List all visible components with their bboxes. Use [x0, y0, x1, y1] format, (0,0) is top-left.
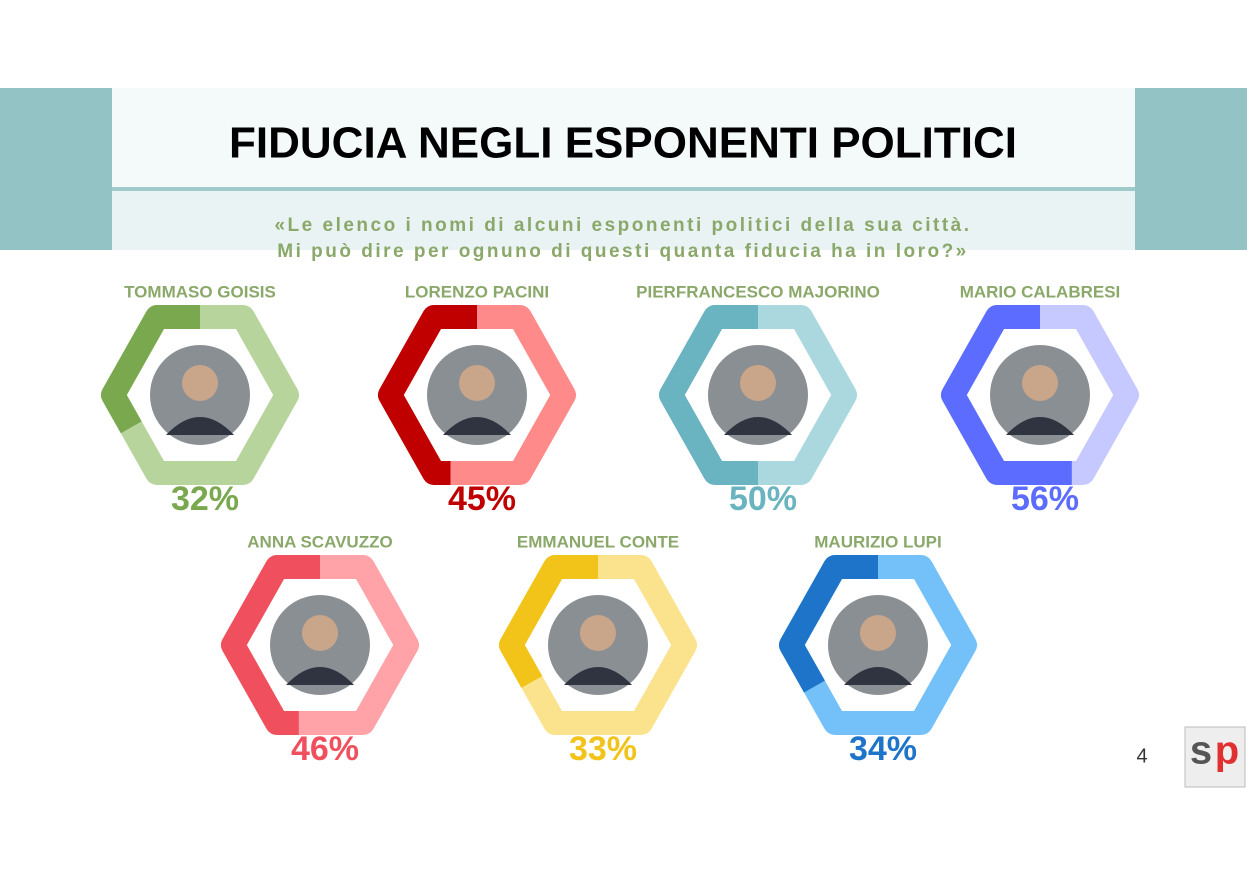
logo-box — [1184, 726, 1246, 788]
ring-value — [499, 555, 697, 735]
person-name: PIERFRANCESCO MAJORINO — [636, 282, 880, 301]
header-side — [1135, 88, 1247, 250]
person-name: ANNA SCAVUZZO — [247, 532, 392, 551]
header-side — [0, 88, 112, 250]
subtitle: «Le elenco i nomi di alcuni esponenti po… — [274, 215, 971, 236]
photo-head — [860, 615, 896, 651]
photo-body — [724, 417, 792, 435]
ring-value — [659, 305, 857, 485]
photo-head — [580, 615, 616, 651]
person-name: TOMMASO GOISIS — [124, 282, 276, 301]
percent-label: 45% — [448, 480, 516, 518]
photo-body — [844, 667, 912, 685]
person-name: EMMANUEL CONTE — [517, 532, 679, 551]
person-name: MAURIZIO LUPI — [814, 532, 942, 551]
photo-body — [443, 417, 511, 435]
photo-body — [166, 417, 234, 435]
divider — [112, 187, 1135, 191]
people: TOMMASO GOISIS 32% LORENZO PACINI 45% PIERFR… — [101, 282, 1139, 768]
logo-s: s — [1190, 729, 1212, 773]
percent-label: 46% — [291, 730, 359, 768]
photo-head — [459, 365, 495, 401]
photo-body — [286, 667, 354, 685]
percent-label: 56% — [1011, 480, 1079, 518]
ring-value — [101, 305, 299, 485]
logo-p: p — [1215, 729, 1239, 773]
person-name: LORENZO PACINI — [405, 282, 549, 301]
percent-label: 34% — [849, 730, 917, 768]
ring-value — [779, 555, 977, 735]
ring-value — [378, 305, 576, 485]
title-panel — [112, 88, 1135, 188]
photo-head — [302, 615, 338, 651]
photo-head — [1022, 365, 1058, 401]
percent-label: 33% — [569, 730, 637, 768]
photo-head — [182, 365, 218, 401]
ring-value — [941, 305, 1139, 485]
percent-label: 50% — [729, 480, 797, 518]
person-name: MARIO CALABRESI — [960, 282, 1121, 301]
photo-body — [564, 667, 632, 685]
photo-head — [740, 365, 776, 401]
page-number: 4 — [1136, 745, 1147, 767]
title: FIDUCIA NEGLI ESPONENTI POLITICI — [229, 119, 1017, 168]
photo-body — [1006, 417, 1074, 435]
ring-value — [221, 555, 419, 735]
subtitle: Mi può dire per ognuno di questi quanta … — [277, 241, 969, 262]
percent-label: 32% — [171, 480, 239, 518]
